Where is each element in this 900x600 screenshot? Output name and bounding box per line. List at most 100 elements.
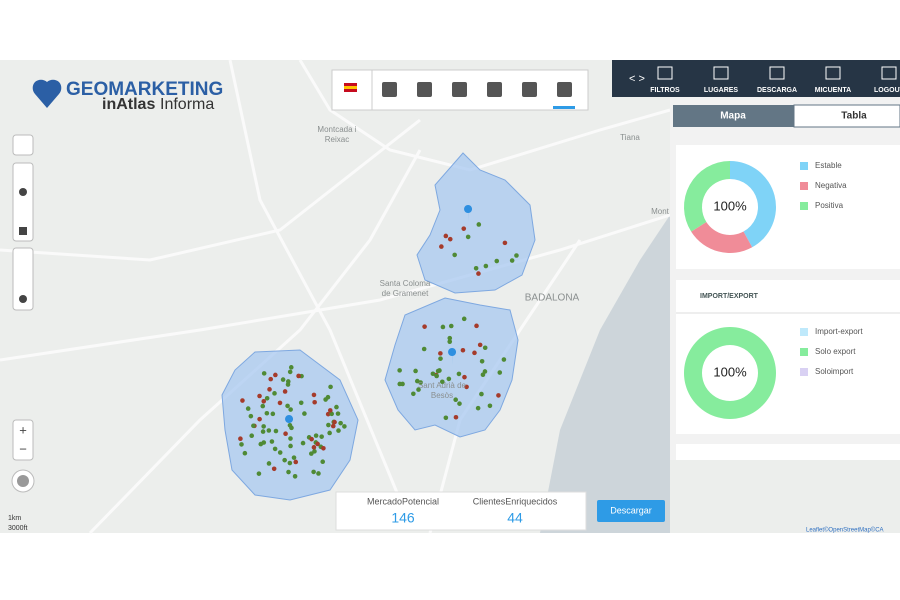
donut-center: 100% [713,364,747,379]
nav-icon[interactable] [881,66,897,80]
dot [473,265,479,271]
dot [465,234,471,240]
dot [443,233,449,239]
dot [273,428,279,434]
dot [240,398,245,403]
dot [300,440,306,446]
dot [291,455,297,460]
dot [447,236,453,242]
dot [311,392,317,398]
dot [296,373,301,379]
nav-label[interactable]: FILTROS [650,87,680,94]
map-label: Sant Adrià de [418,381,467,390]
dot [320,459,326,465]
map-label: Besòs [431,391,453,400]
dot [338,420,343,426]
dot [321,445,326,451]
map-label: Montcada i [317,125,356,134]
dot [514,253,519,258]
dot [288,436,293,441]
dot [271,466,277,472]
dot [476,222,482,227]
dot [447,335,453,341]
dot [509,258,515,263]
pin [464,205,473,222]
dot [452,252,457,258]
dot [283,431,288,437]
dot [311,469,316,475]
nav-toggle[interactable]: < > [629,73,645,85]
scale: 3000ft [8,525,28,532]
map-label: BADALONA [525,293,580,304]
dot [311,445,317,450]
nav-icon[interactable] [825,66,841,80]
dot [272,446,278,452]
nav-label[interactable]: LOGOUT [874,87,900,94]
dot [260,429,266,434]
dot [266,461,272,466]
dot [312,399,317,405]
dot [261,424,266,429]
dot [272,391,277,396]
sea [540,215,670,533]
dot [285,403,290,409]
dot [268,376,274,382]
download-button[interactable] [597,500,665,522]
legend-label: Soloimport [815,367,854,376]
dot [421,346,427,352]
dot [328,384,333,390]
nav-label[interactable]: DESCARGA [757,87,797,94]
dot [502,240,508,246]
dot [325,394,331,400]
legend-label: Solo export [815,347,856,356]
dot [461,226,467,231]
dot [330,423,336,429]
map-label: Tiana [620,133,640,142]
nav-icon[interactable] [769,66,785,80]
map-label: de Gramenet [382,289,429,298]
map-label: Mont [651,207,670,216]
tab-label[interactable]: Mapa [720,111,746,122]
nav-icon[interactable] [657,66,673,80]
legend-swatch [800,368,808,376]
dot [287,369,293,375]
dot [327,430,332,436]
dot [288,443,293,449]
dot [416,387,421,392]
dot [460,347,466,353]
tab[interactable] [793,104,900,128]
legend-label: Negativa [815,181,847,190]
tab-active[interactable] [673,105,794,127]
dot [239,442,244,447]
dot [257,393,262,399]
dot [319,434,324,439]
nav-label[interactable]: LUGARES [704,87,739,94]
map-label: Santa Coloma [380,279,431,288]
tab-label[interactable]: Tabla [841,111,867,122]
dot [435,368,441,374]
dot [286,469,291,475]
dot [329,411,334,417]
dot [288,365,294,370]
dot [440,324,446,330]
dot [264,395,270,401]
dot [280,377,286,382]
nav-icon[interactable] [713,66,729,80]
dot [453,397,458,402]
dot [261,398,267,404]
stat-label: ClientesEnriquecidos [473,496,558,506]
dot [242,450,248,456]
dot [413,368,418,374]
dot [456,371,462,377]
legend-swatch [800,202,808,210]
download-label[interactable]: Descargar [610,505,652,515]
dot [422,324,427,329]
nav-label[interactable]: MICUENTA [815,87,851,94]
dot [288,407,293,412]
dot [434,373,439,379]
dot [479,358,485,364]
legend-label: Positiva [815,201,844,210]
dot [282,389,288,394]
dot [477,342,483,348]
